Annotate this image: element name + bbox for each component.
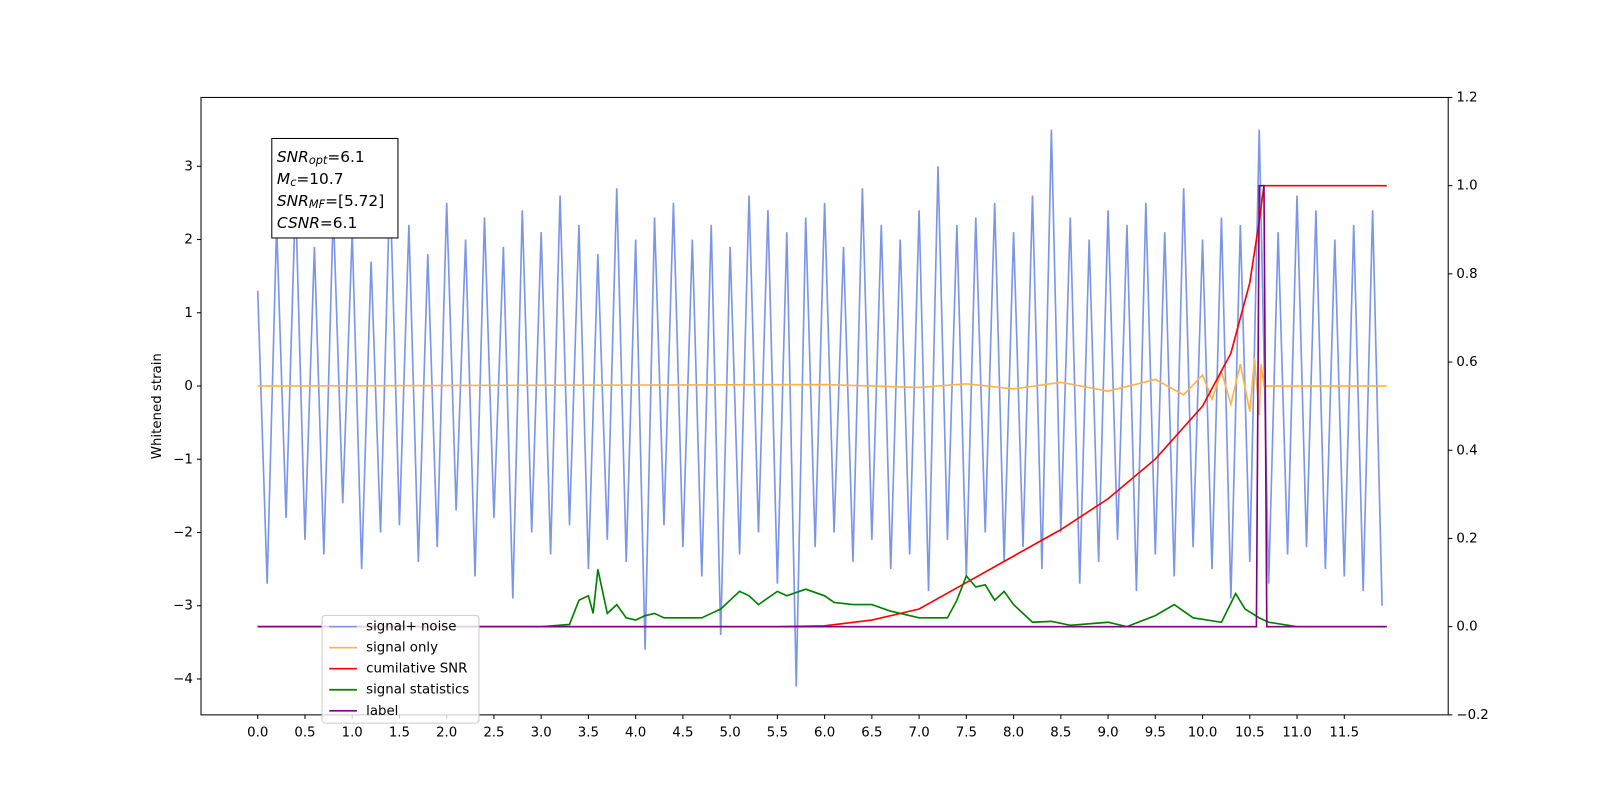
x-tick-label: 6.5: [861, 725, 882, 740]
annotation-line: SNRopt=6.1: [277, 147, 365, 167]
annotation-main: SNR: [277, 147, 309, 165]
y2-tick-label: 0.0: [1456, 620, 1477, 635]
x-tick-label: 3.0: [531, 725, 552, 740]
y2-tick-label: 0.4: [1456, 443, 1477, 458]
x-tick-label: 10.0: [1188, 725, 1218, 740]
series-line: [257, 184, 1387, 628]
y-tick-label: −3: [173, 599, 193, 614]
x-tick-label: 10.5: [1235, 725, 1265, 740]
x-tick-label: 2.0: [436, 725, 457, 740]
annotation-main: CSNR: [277, 214, 320, 232]
annotation-sub: MF: [309, 198, 326, 211]
x-tick-label: 4.0: [625, 725, 646, 740]
y-tick-label: −1: [173, 452, 193, 467]
legend-label: signal statistics: [366, 683, 469, 698]
y2-tick-label: 1.0: [1456, 179, 1477, 194]
x-tick-label: 1.5: [389, 725, 410, 740]
y2-tick-label: 1.2: [1456, 90, 1477, 105]
legend: signal+ noise signal only cumilative SNR si…: [321, 614, 480, 724]
annotation-sub: opt: [309, 154, 328, 167]
annotation-frame: [271, 137, 399, 239]
series-line: [256, 129, 1383, 687]
x-tick-label: 9.0: [1097, 725, 1118, 740]
x-tick-label: 5.5: [767, 725, 788, 740]
annotation-rest: =6.1: [320, 214, 357, 232]
y2-tick-label: 0.8: [1456, 267, 1477, 282]
annotation-line: CSNR=6.1: [277, 214, 357, 232]
y-tick-label: 1: [184, 306, 192, 321]
x-tick-label: 8.0: [1003, 725, 1024, 740]
y-tick-label: 2: [184, 233, 192, 248]
annotation-rest: =10.7: [296, 169, 343, 187]
legend-label: signal only: [366, 641, 438, 656]
x-tick-label: 7.0: [908, 725, 929, 740]
x-tick-label: 4.5: [672, 725, 693, 740]
x-tick-label: 11.0: [1282, 725, 1312, 740]
annotation-line: Mc=10.7: [277, 169, 344, 189]
legend-label: cumilative SNR: [366, 662, 467, 677]
y-tick-label: −4: [173, 672, 193, 687]
y-tick-label: 3: [184, 159, 192, 174]
series-line: [257, 569, 1387, 628]
annotation-line: SNRMF=[5.72]: [277, 192, 384, 212]
legend-frame: [321, 614, 480, 724]
y2-tick-label: 0.2: [1456, 531, 1477, 546]
annotation-rest: =6.1: [327, 147, 364, 165]
x-tick-label: 5.0: [720, 725, 741, 740]
x-tick-label: 0.0: [247, 725, 268, 740]
legend-label: signal+ noise: [366, 620, 456, 635]
y-tick-label: 0: [184, 379, 192, 394]
x-tick-label: 0.5: [294, 725, 315, 740]
x-tick-label: 11.5: [1329, 725, 1359, 740]
y2-tick-label: 0.6: [1456, 355, 1477, 370]
y2-tick-label: −0.2: [1456, 708, 1488, 723]
x-tick-label: 2.5: [483, 725, 504, 740]
x-tick-label: 8.5: [1050, 725, 1071, 740]
x-tick-label: 7.5: [956, 725, 977, 740]
series-line: [257, 184, 1387, 628]
x-tick-label: 6.0: [814, 725, 835, 740]
y-tick-label: −2: [173, 525, 193, 540]
annotation-sub: c: [290, 176, 297, 189]
annotation-main: SNR: [277, 192, 309, 210]
y-axis-label: Whitened strain: [150, 353, 165, 459]
x-tick-label: 9.5: [1145, 725, 1166, 740]
x-tick-label: 3.5: [578, 725, 599, 740]
x-tick-label: 1.0: [342, 725, 363, 740]
annotation-main: M: [277, 169, 290, 187]
legend-label: label: [366, 704, 398, 719]
annotation-rest: =[5.72]: [325, 192, 384, 210]
